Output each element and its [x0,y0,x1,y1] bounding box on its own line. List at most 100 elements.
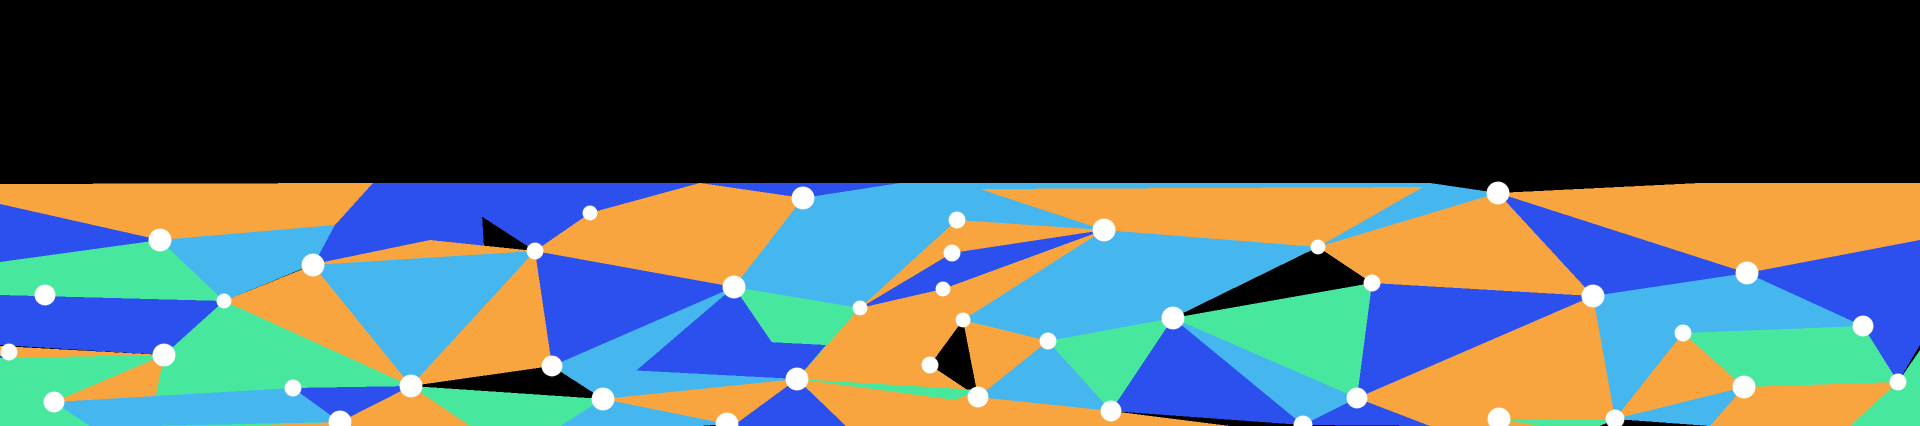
network-node [1735,261,1759,285]
network-node [1605,409,1625,426]
mesh-triangle [733,379,846,426]
mesh-triangle [734,287,860,379]
network-node [43,391,65,413]
network-node [1346,387,1368,409]
mesh-triangle [54,388,340,426]
mesh-triangle [1498,193,1747,296]
mesh-triangle [603,287,797,399]
network-node [1487,407,1511,426]
network-node [1310,239,1326,255]
network-node [791,186,815,210]
mesh-triangle [1173,318,1357,425]
network-node [1363,274,1381,292]
mesh-triangle [963,230,1104,341]
network-node [1581,284,1605,308]
mesh-triangle [1357,296,1593,419]
mesh-triangle [430,183,700,251]
mesh-triangle [963,320,1048,397]
network-node [1889,373,1907,391]
mesh-triangle [1700,183,1920,273]
mesh-triangle [0,355,164,402]
mesh-triangle [0,183,373,240]
mesh-triangle [860,253,952,308]
network-node [785,367,809,391]
network-node [1293,415,1313,426]
mesh-triangle [535,251,734,366]
network-node [34,284,56,306]
mesh-triangle [293,386,411,422]
network-node [0,343,18,361]
mesh-triangle [860,220,957,308]
mesh-triangle [1499,419,1615,426]
network-node [1100,400,1122,422]
mesh-triangle [1744,326,1898,387]
mesh-triangle [411,251,552,386]
mesh-triangle [1615,333,1744,419]
mesh-triangle [590,198,803,287]
mesh-triangle [0,402,90,426]
mesh-triangle [1710,382,1898,426]
mesh-triangle [411,386,603,426]
network-node [852,300,868,316]
mesh-triangle [1615,387,1744,426]
network-node [216,293,232,309]
mesh-triangle [164,301,293,388]
mesh-triangle [943,230,1104,320]
mesh-triangle [980,187,1430,247]
mesh-triangle [1357,283,1593,398]
mesh-triangle [1498,183,1747,273]
network-node [1732,375,1756,399]
network-node [1674,324,1692,342]
mesh-triangle [224,265,411,386]
mesh-triangle [590,183,803,213]
triangle-layer [0,183,1920,426]
network-node [301,253,325,277]
network-node [935,281,951,297]
mesh-triangle [224,301,411,388]
network-node [328,410,352,426]
network-node [955,312,971,328]
mesh-triangle [803,183,957,220]
network-node [1039,332,1057,350]
mesh-triangle [160,225,335,301]
mesh-triangle [860,289,963,320]
mesh-triangle [768,342,826,379]
network-node [284,379,302,397]
network-node [715,412,739,426]
mesh-triangle [978,341,1111,411]
mesh-triangle [313,251,535,386]
network-node [943,244,961,262]
network-node [526,242,544,260]
mesh-triangle [1683,273,1863,333]
mesh-triangle [1111,318,1303,425]
mesh-triangle [0,295,224,355]
mesh-triangle [1593,273,1747,333]
mesh-triangle [1683,326,1863,387]
mesh-triangle [1747,240,1920,345]
network-node [1092,218,1116,242]
mesh-triangle [1303,398,1430,426]
mesh-triangle [734,198,860,308]
mesh-triangle [552,366,797,399]
mesh-triangle [1104,230,1318,318]
network-node [1161,306,1185,330]
mesh-triangle [0,204,160,262]
network-node [722,275,746,299]
network-node [399,374,423,398]
network-node [582,205,598,221]
mesh-triangle [803,198,957,308]
mesh-triangle [1318,193,1498,283]
mesh-triangle [1173,283,1372,398]
mesh-triangle [1372,193,1593,296]
mesh-triangle [603,379,797,424]
mesh-triangle [797,379,978,400]
network-node [948,211,966,229]
network-node [148,228,172,252]
mesh-triangle [1850,350,1920,426]
mesh-triangle [1318,183,1498,247]
network-node [921,356,939,374]
mesh-triangle [952,220,1104,253]
network-node [967,386,989,408]
